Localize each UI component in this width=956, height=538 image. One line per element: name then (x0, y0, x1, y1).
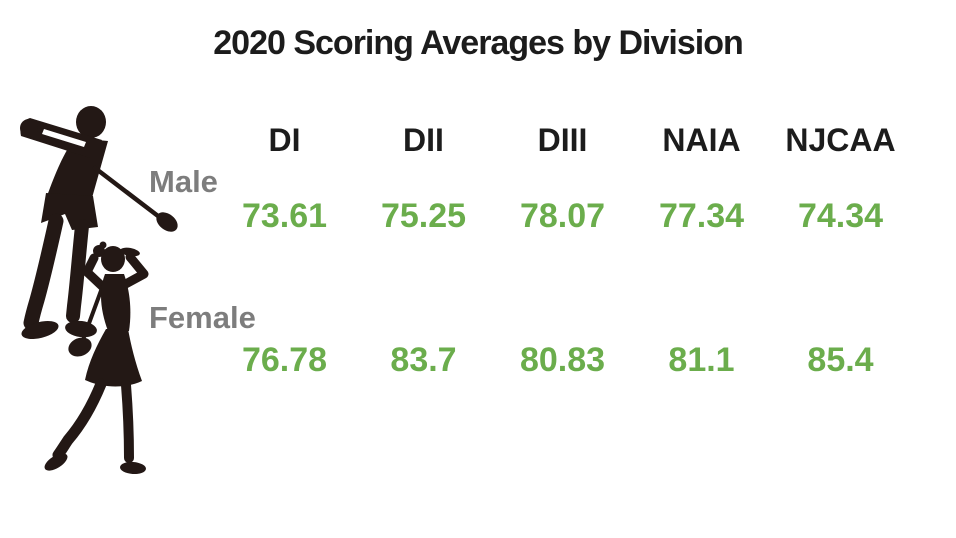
page-title: 2020 Scoring Averages by Division (213, 24, 744, 62)
female-golfer-back-shoe (120, 461, 146, 475)
division-header-di: DI (268, 122, 301, 158)
male-golf-club-shaft (92, 165, 161, 219)
male-golfer-front-shoe (21, 320, 59, 340)
female-golfer-torso (101, 274, 131, 331)
male-row-label: Male (149, 164, 218, 199)
female-golfer-left-arm (82, 253, 109, 293)
score-value: 81.1 (668, 341, 735, 379)
male-golf-club-head (156, 212, 178, 232)
male-values-row: 73.61 75.25 78.07 77.34 74.34 (215, 197, 910, 236)
score-value: 73.61 (241, 197, 328, 235)
score-value: 83.7 (390, 341, 457, 379)
score-value: 74.34 (797, 197, 884, 235)
score-value: 85.4 (807, 341, 874, 379)
female-golfer-back-leg (121, 380, 134, 463)
male-golfer-head (76, 106, 106, 138)
division-header-naia: NAIA (662, 122, 741, 158)
score-value: 77.34 (658, 197, 745, 235)
score-value: 76.78 (241, 341, 328, 379)
male-golfer-arm-gap (42, 129, 86, 147)
score-value: 78.07 (519, 197, 606, 235)
score-value: 80.83 (519, 341, 606, 379)
male-golfer-hands (20, 119, 38, 137)
female-golfer-hair-wisp (99, 241, 107, 249)
female-row-label: Female (149, 300, 256, 335)
female-golfer-icon (44, 241, 149, 475)
female-golfer-front-shoe (44, 453, 68, 471)
female-golfer-visor (120, 247, 140, 257)
female-golf-club-head (68, 337, 92, 357)
score-value: 75.25 (380, 197, 467, 235)
division-header-diii: DIII (537, 122, 588, 158)
female-golfer-front-leg (52, 378, 107, 461)
female-golfer-head (101, 246, 125, 272)
male-golfer-front-leg (23, 213, 64, 331)
female-values-row: 76.78 83.7 80.83 81.1 85.4 (215, 341, 910, 380)
female-golfer-skirt (85, 329, 142, 387)
male-golfer-back-leg (66, 219, 89, 323)
female-golfer-right-arm (117, 252, 149, 291)
division-header-dii: DII (403, 122, 444, 158)
division-header-row: DI DII DIII NAIA NJCAA (215, 122, 910, 159)
male-golfer-back-shoe (65, 320, 97, 338)
division-header-njcaa: NJCAA (785, 122, 896, 158)
male-golfer-icon (20, 106, 178, 340)
female-golf-club-shaft (82, 286, 104, 339)
